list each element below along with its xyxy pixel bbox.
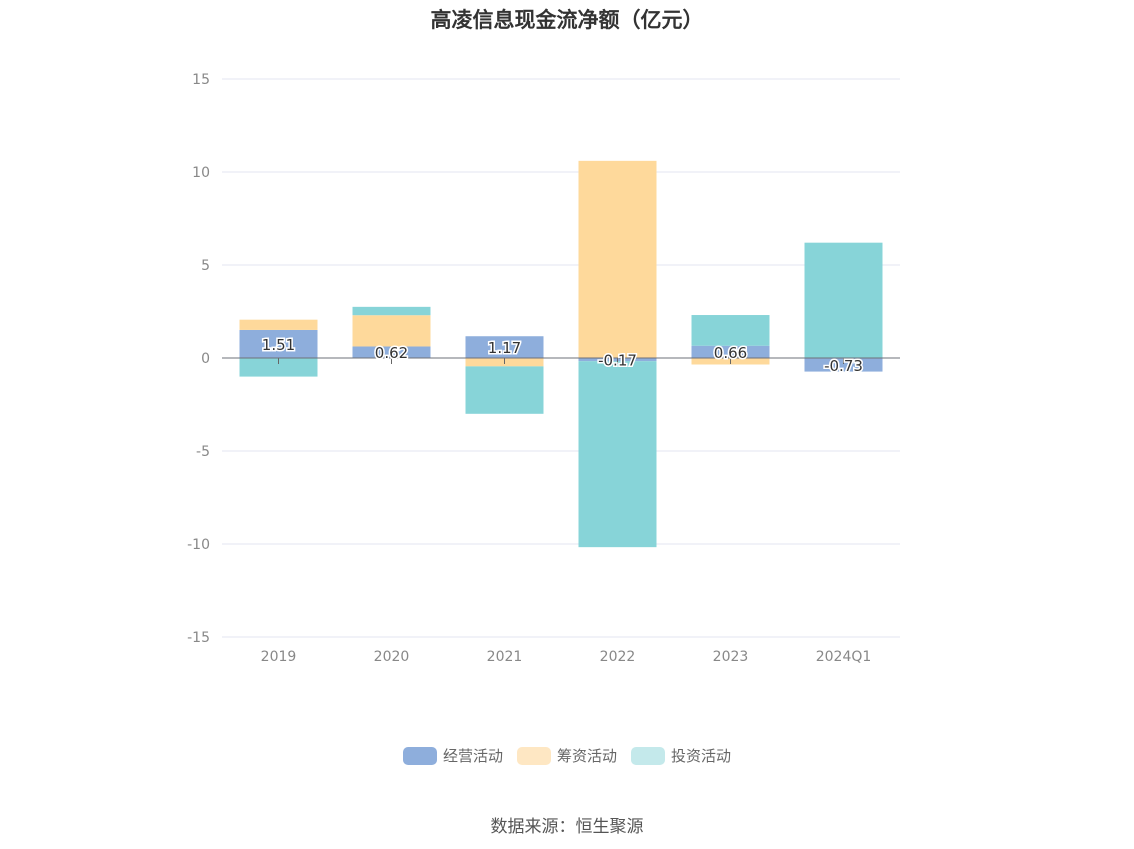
data-label: -0.17 <box>598 352 637 370</box>
bars <box>239 160 883 548</box>
y-tick-label: -10 <box>187 537 210 553</box>
bar-1-2020[interactable] <box>352 315 431 347</box>
bar-0-2023[interactable] <box>691 345 770 358</box>
bar-0-2020[interactable] <box>352 346 431 358</box>
data-label: 0.66 <box>714 344 747 362</box>
legend-label-investing: 投资活动 <box>671 747 732 765</box>
grid-lines <box>222 78 900 638</box>
bar-2-2024Q1[interactable] <box>804 242 883 358</box>
x-tick-label: 2024Q1 <box>816 649 872 665</box>
legend-item-operating[interactable]: 经营活动 <box>402 745 503 766</box>
x-tick-label: 2023 <box>713 649 749 665</box>
bar-2-2020[interactable] <box>352 306 431 316</box>
legend: 经营活动 筹资活动 投资活动 <box>0 745 1134 766</box>
data-labels: 1.51 0.62 1.17 -0.17 0.66 -0.73 <box>260 334 864 376</box>
y-tick-label: 0 <box>201 351 210 367</box>
y-tick-label: 10 <box>192 165 210 181</box>
x-tick-label: 2019 <box>261 649 297 665</box>
y-tick-label: -15 <box>187 630 210 646</box>
legend-swatch-financing <box>516 746 551 765</box>
legend-label-financing: 筹资活动 <box>556 747 617 765</box>
x-axis-ticks: 2019 2020 2021 2022 2023 2024Q1 <box>261 649 872 665</box>
data-label: 0.62 <box>375 344 408 362</box>
bar-1-2022[interactable] <box>578 160 657 358</box>
data-label: 1.51 <box>262 336 295 354</box>
y-tick-label: 15 <box>192 72 210 88</box>
x-tick-label: 2022 <box>600 649 636 665</box>
legend-item-financing[interactable]: 筹资活动 <box>516 745 617 766</box>
bar-2-2019[interactable] <box>239 358 318 377</box>
source-note: 数据来源：恒生聚源 <box>490 817 644 837</box>
bar-2-2022[interactable] <box>578 361 657 548</box>
legend-swatch-investing <box>631 746 665 765</box>
bar-0-2021[interactable] <box>465 336 544 358</box>
x-tick-label: 2021 <box>487 649 523 665</box>
bar-2-2021[interactable] <box>465 366 544 414</box>
y-tick-label: -5 <box>196 444 210 460</box>
bar-2-2023[interactable] <box>691 315 770 346</box>
legend-label-operating: 经营活动 <box>442 747 503 765</box>
y-tick-label: 5 <box>201 258 210 274</box>
bar-1-2019[interactable] <box>239 319 318 330</box>
bar-0-2019[interactable] <box>239 329 318 358</box>
data-label: -0.73 <box>824 357 863 375</box>
legend-item-investing[interactable]: 投资活动 <box>631 745 731 766</box>
zero-axis <box>222 357 900 364</box>
chart-title: 高凌信息现金流净额（亿元） <box>430 8 704 32</box>
data-label: 1.17 <box>488 339 521 357</box>
bar-0-2024Q1[interactable] <box>804 358 883 372</box>
legend-swatch-operating <box>402 746 437 765</box>
y-axis-ticks: 15 10 5 0 -5 -10 -15 <box>187 72 210 646</box>
x-tick-label: 2020 <box>374 649 410 665</box>
